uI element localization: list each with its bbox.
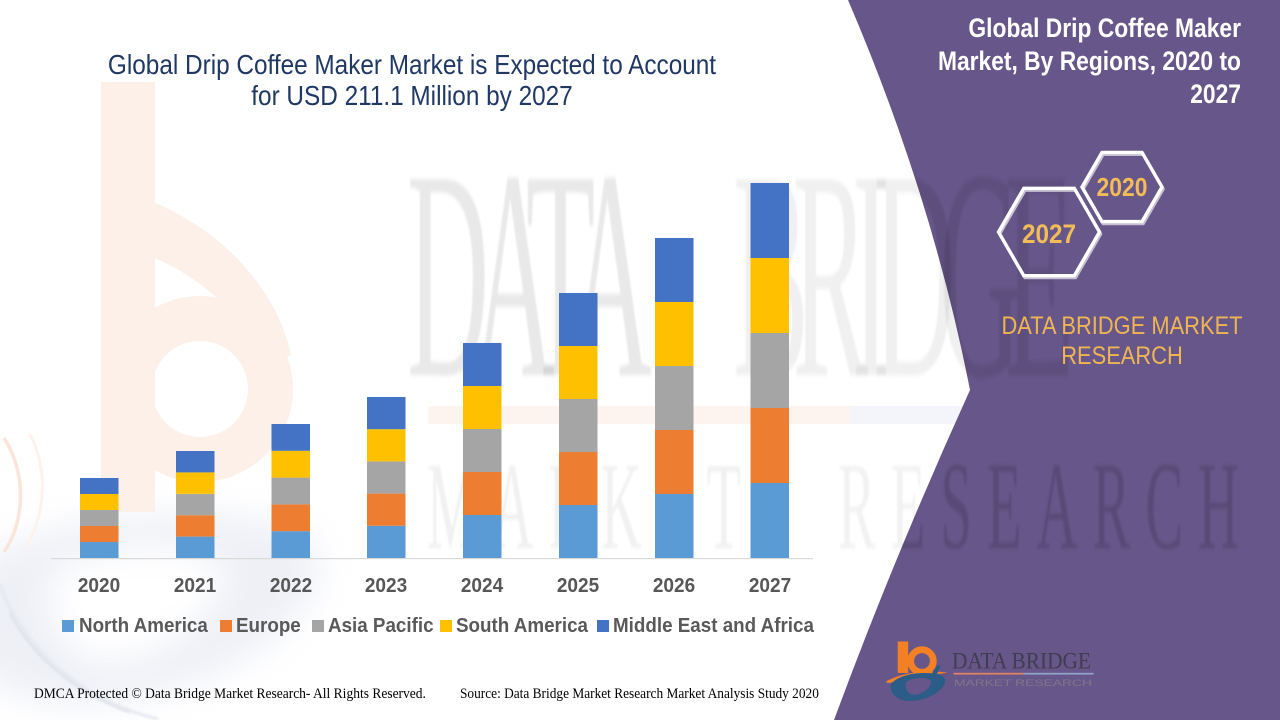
svg-text:DATA BRIDGE: DATA BRIDGE — [952, 649, 1091, 674]
svg-text:MARKET RESEARCH: MARKET RESEARCH — [954, 678, 1092, 688]
